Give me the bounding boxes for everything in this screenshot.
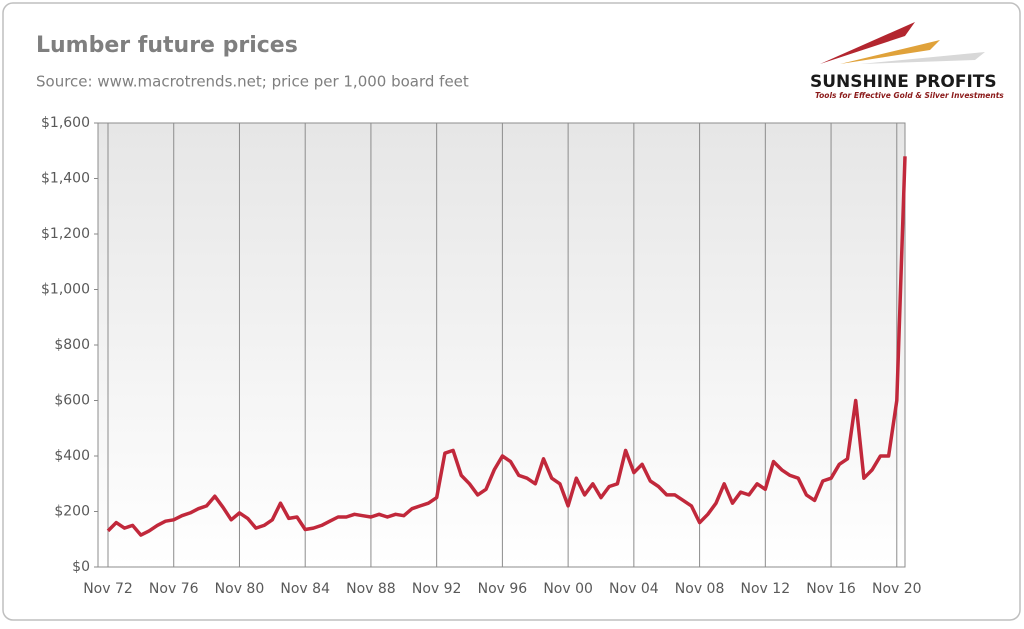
y-tick-label: $800 (54, 337, 90, 353)
x-tick-label: Nov 84 (280, 581, 330, 597)
x-tick-label: Nov 72 (83, 581, 133, 597)
x-tick-label: Nov 80 (215, 581, 265, 597)
plot-frame (97, 122, 906, 568)
x-tick-label: Nov 04 (609, 581, 659, 597)
logo-tagline: Tools for Effective Gold & Silver Invest… (815, 91, 1004, 100)
x-tick-label: Nov 08 (675, 581, 725, 597)
x-tick-label: Nov 16 (806, 581, 856, 597)
x-tick-label: Nov 20 (872, 581, 922, 597)
chart-title: Lumber future prices (36, 33, 298, 58)
y-tick-label: $1,000 (41, 282, 90, 298)
y-tick-label: $400 (54, 448, 90, 464)
y-tick-label: $600 (54, 393, 90, 409)
x-tick-label: Nov 12 (741, 581, 791, 597)
plot-area (98, 123, 905, 567)
y-tick-label: $200 (54, 504, 90, 520)
chart-subtitle: Source: www.macrotrends.net; price per 1… (36, 73, 469, 91)
logo: SUNSHINE PROFITS Tools for Effective Gol… (810, 22, 1004, 100)
x-tick-label: Nov 92 (412, 581, 462, 597)
x-tick-label: Nov 76 (149, 581, 199, 597)
x-tick-label: Nov 00 (543, 581, 593, 597)
y-tick-label: $1,400 (41, 171, 90, 187)
y-tick-label: $1,600 (41, 115, 90, 131)
y-tick-label: $0 (72, 559, 90, 575)
series-line (106, 156, 907, 537)
logo-name: SUNSHINE PROFITS (810, 72, 997, 92)
y-tick-label: $1,200 (41, 226, 90, 242)
x-tick-label: Nov 96 (478, 581, 528, 597)
x-tick-label: Nov 88 (346, 581, 396, 597)
